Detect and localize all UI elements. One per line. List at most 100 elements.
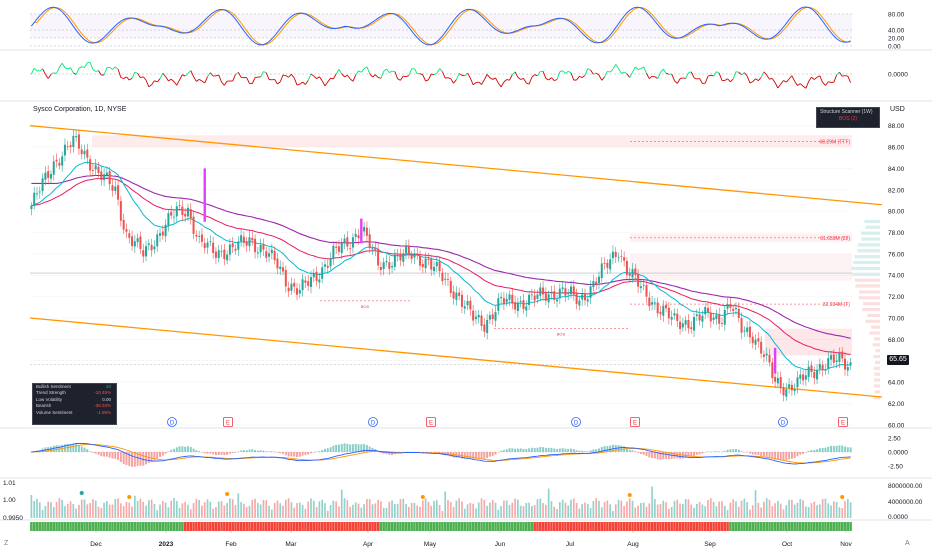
candle-body	[301, 279, 304, 291]
volume-bar	[771, 506, 774, 518]
sentiment-strip-bar	[217, 522, 220, 531]
volume-bar	[542, 503, 544, 518]
volume-bar	[567, 505, 570, 518]
momentum-segment	[704, 75, 709, 84]
supply-zone	[630, 233, 852, 243]
volume-bar	[712, 501, 715, 518]
momentum-segment	[218, 74, 222, 83]
candle-body	[407, 245, 410, 254]
sentiment-strip-bar	[304, 522, 307, 531]
volume-bar	[131, 506, 133, 518]
sentiment-strip-bar	[262, 522, 265, 531]
candle-body	[368, 234, 371, 249]
candle-body	[446, 279, 449, 280]
macd-histogram-bar	[103, 452, 106, 457]
volume-bar	[315, 507, 318, 518]
candle-body	[667, 307, 670, 319]
macd-tick-label: 0.0000	[888, 450, 908, 457]
momentum-segment	[517, 76, 521, 80]
momentum-segment	[584, 68, 589, 76]
macd-histogram-bar	[542, 447, 545, 452]
sentiment-strip-bar	[603, 522, 606, 531]
auto-scale-corner-right[interactable]: A	[905, 540, 910, 547]
candle-body	[536, 294, 539, 299]
volume-bar	[326, 510, 329, 518]
candle-body	[511, 294, 514, 304]
candle-body	[670, 316, 673, 320]
candle-body	[293, 282, 296, 287]
sentiment-strip-bar	[49, 522, 53, 531]
macd-histogram-bar	[748, 452, 751, 454]
candle-body	[645, 285, 648, 297]
x-tick-label: Jul	[566, 541, 575, 548]
momentum-segment	[112, 66, 116, 70]
candle-body	[405, 246, 408, 253]
sentiment-strip-bar	[656, 522, 659, 531]
candle-body	[687, 319, 690, 329]
volume-bar	[841, 508, 844, 518]
sentiment-strip-bar	[765, 522, 768, 531]
candle-body	[114, 186, 117, 191]
candle-body	[592, 281, 595, 287]
momentum-segment	[109, 66, 113, 70]
earnings-event-icon	[838, 417, 848, 427]
volume-bar	[486, 505, 488, 518]
macd-histogram-bar	[659, 452, 662, 460]
sentiment-strip-bar	[832, 522, 836, 531]
momentum-segment	[665, 72, 670, 75]
candle-body	[776, 378, 779, 384]
candle-body	[684, 320, 687, 325]
candle-body	[186, 207, 189, 217]
candle-body	[561, 287, 564, 290]
dividend-event-icon	[571, 417, 581, 427]
volume-bar	[198, 499, 200, 518]
macd-histogram-bar	[799, 452, 802, 455]
momentum-segment	[581, 74, 586, 78]
sentiment-strip-bar	[214, 522, 218, 531]
momentum-segment	[562, 70, 566, 74]
bos-label: BOS	[361, 304, 370, 309]
macd-histogram-bar	[796, 452, 799, 457]
momentum-segment	[523, 78, 527, 84]
candle-body	[178, 204, 181, 206]
macd-histogram-bar	[679, 452, 682, 459]
current-price-label: 65.65	[887, 355, 909, 365]
macd-histogram-bar	[52, 445, 55, 452]
volume-bar	[508, 504, 511, 518]
volume-bar	[92, 499, 94, 518]
macd-histogram-bar	[508, 448, 511, 452]
macd-histogram-bar	[228, 452, 231, 454]
momentum-segment	[190, 70, 194, 77]
momentum-segment	[92, 69, 96, 72]
volume-bar	[466, 504, 469, 518]
candle-body	[318, 279, 321, 283]
sentiment-strip-bar	[544, 522, 548, 531]
sentiment-strip-bar	[298, 522, 302, 531]
metric-label: Bearish	[36, 403, 52, 409]
candle-body	[309, 277, 312, 287]
momentum-segment	[635, 66, 639, 70]
candle-body	[768, 354, 771, 363]
signal-dot	[225, 492, 230, 496]
candle-body	[363, 226, 366, 232]
candle-body	[583, 294, 586, 301]
momentum-segment	[360, 68, 365, 73]
candle-body	[550, 291, 553, 294]
momentum-segment	[520, 77, 524, 80]
candle-body	[136, 238, 139, 243]
macd-histogram-bar	[662, 452, 665, 460]
zoom-corner-left[interactable]: Z	[4, 540, 9, 547]
macd-histogram-bar	[695, 452, 698, 455]
volume-profile-bar	[872, 343, 880, 347]
macd-histogram-bar	[329, 447, 332, 452]
momentum-segment	[780, 80, 784, 85]
macd-histogram-bar	[567, 448, 570, 452]
candle-body	[329, 258, 332, 267]
macd-histogram-bar	[712, 451, 715, 453]
momentum-segment	[165, 76, 169, 82]
volume-bar	[187, 504, 189, 518]
momentum-segment	[744, 72, 748, 77]
momentum-segment	[363, 66, 368, 70]
volume-bar	[332, 500, 335, 518]
candle-body	[665, 304, 668, 309]
